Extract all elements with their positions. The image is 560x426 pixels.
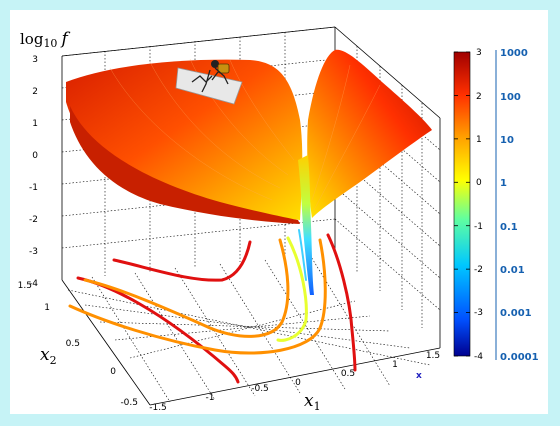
cb-linear-0-001: 0.001 bbox=[500, 308, 532, 319]
cb-linear-1000: 1000 bbox=[500, 48, 528, 59]
floor-contours bbox=[68, 229, 357, 384]
surface-left-lobe bbox=[66, 59, 303, 220]
y-axis-ticks: 1.5 1 0.5 0 -0.5 bbox=[18, 281, 138, 408]
cb-tick-m3: -3 bbox=[474, 308, 483, 318]
y-tick-1-5: 1.5 bbox=[18, 281, 32, 291]
x-tick-1-5: 1.5 bbox=[426, 351, 440, 361]
minimum-marker: x bbox=[416, 371, 422, 381]
x-axis-label: x1 bbox=[304, 391, 321, 413]
z-tick-m3: -3 bbox=[29, 247, 38, 257]
cb-tick-m4: -4 bbox=[474, 352, 483, 362]
cb-linear-0-1: 0.1 bbox=[500, 222, 518, 233]
figure-panel: x 3 2 1 0 -1 -2 -3 -4 log10 f 1.5 1 0.5 bbox=[10, 10, 548, 414]
z-tick-m2: -2 bbox=[29, 215, 38, 225]
y-tick-0-5: 0.5 bbox=[66, 339, 80, 349]
cb-tick-0: 0 bbox=[476, 178, 482, 188]
walker-icon bbox=[175, 60, 243, 105]
x-tick-m0-5: -0.5 bbox=[251, 384, 269, 394]
surface-mesh-lines bbox=[109, 58, 381, 211]
x-tick-m1: -1 bbox=[206, 393, 215, 403]
contour-yellow bbox=[276, 236, 308, 342]
cb-tick-m2: -2 bbox=[474, 265, 483, 275]
z-axis-ticks: 3 2 1 0 -1 -2 -3 -4 bbox=[29, 55, 38, 289]
cb-tick-3: 3 bbox=[476, 48, 482, 58]
x-tick-m1-5: -1.5 bbox=[149, 403, 167, 413]
z-tick-2: 2 bbox=[32, 87, 38, 97]
colorbar: 3 2 1 0 -1 -2 -3 -4 1000 100 10 1 0.1 0.… bbox=[453, 48, 539, 363]
x-tick-0: 0 bbox=[295, 378, 301, 388]
contour-red-upper-left bbox=[112, 240, 252, 282]
cb-linear-0-0001: 0.0001 bbox=[500, 352, 539, 363]
z-tick-m1: -1 bbox=[29, 183, 38, 193]
y-tick-0: 0 bbox=[110, 367, 116, 377]
surface-chart: x 3 2 1 0 -1 -2 -3 -4 log10 f 1.5 1 0.5 bbox=[18, 26, 539, 413]
cb-tick-2: 2 bbox=[476, 92, 482, 102]
z-tick-m4: -4 bbox=[29, 279, 38, 289]
contour-red-right bbox=[326, 233, 357, 372]
surface bbox=[66, 49, 432, 295]
surface-right-lobe bbox=[307, 49, 432, 218]
cb-linear-1: 1 bbox=[500, 178, 507, 189]
cb-tick-m1: -1 bbox=[474, 222, 483, 232]
colorbar-log-ticks: 3 2 1 0 -1 -2 -3 -4 bbox=[474, 48, 483, 362]
y-tick-m0-5: -0.5 bbox=[120, 398, 138, 408]
surface-valley bbox=[298, 155, 314, 295]
x-tick-1: 1 bbox=[392, 360, 398, 370]
z-tick-3: 3 bbox=[32, 55, 38, 65]
x-tick-0-5: 0.5 bbox=[341, 369, 355, 379]
contour-orange-outer bbox=[68, 238, 327, 355]
contour-orange-mid bbox=[83, 238, 290, 338]
cb-linear-0-01: 0.01 bbox=[500, 265, 525, 276]
z-tick-0: 0 bbox=[32, 151, 38, 161]
y-axis-label: x2 bbox=[40, 345, 57, 367]
cb-linear-100: 100 bbox=[500, 92, 521, 103]
z-axis-label: log10 f bbox=[20, 29, 70, 50]
z-tick-1: 1 bbox=[32, 119, 38, 129]
cb-tick-1: 1 bbox=[476, 135, 482, 145]
y-tick-1: 1 bbox=[44, 303, 50, 313]
cb-linear-10: 10 bbox=[500, 135, 514, 146]
colorbar-linear-ticks: 1000 100 10 1 0.1 0.01 0.001 0.0001 bbox=[500, 48, 539, 363]
contour-cyan bbox=[298, 229, 307, 281]
x-axis-ticks: -1.5 -1 -0.5 0 0.5 1 1.5 bbox=[149, 351, 440, 413]
colorbar-gradient bbox=[453, 51, 471, 357]
surface-left-underside bbox=[70, 106, 300, 224]
